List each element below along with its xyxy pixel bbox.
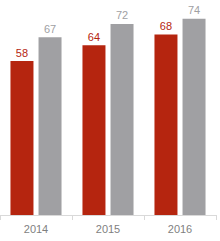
svg-text:68: 68 bbox=[160, 20, 172, 32]
svg-text:2016: 2016 bbox=[168, 223, 192, 235]
svg-text:67: 67 bbox=[44, 23, 56, 35]
svg-text:58: 58 bbox=[16, 47, 28, 59]
svg-text:74: 74 bbox=[188, 4, 200, 16]
svg-text:64: 64 bbox=[88, 31, 100, 43]
svg-text:2015: 2015 bbox=[96, 223, 120, 235]
svg-text:2014: 2014 bbox=[24, 223, 48, 235]
svg-text:72: 72 bbox=[116, 9, 128, 21]
